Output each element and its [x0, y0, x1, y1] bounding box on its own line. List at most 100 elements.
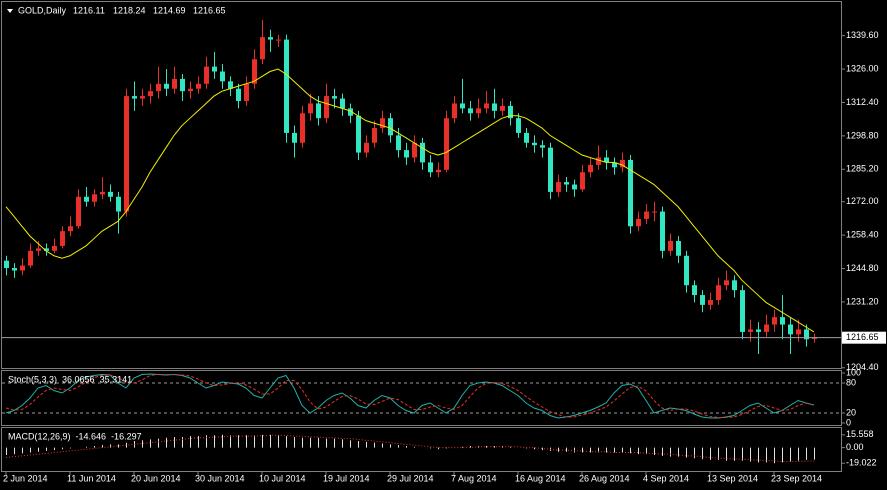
x-tick-label: 16 Aug 2014: [515, 473, 566, 483]
candle-body: [388, 118, 393, 136]
candle-body: [668, 241, 673, 251]
candle-body: [764, 324, 769, 332]
candle-body: [124, 96, 129, 212]
candle-body: [132, 96, 137, 99]
x-tick-label: 10 Jul 2014: [259, 473, 306, 483]
candle-body: [420, 142, 425, 163]
candle-body: [772, 317, 777, 325]
candle-body: [332, 96, 337, 99]
stoch-line: [5, 374, 815, 418]
candle-body: [380, 118, 385, 129]
y-tick-label: 1326.00: [846, 63, 879, 73]
candle-body: [148, 91, 153, 97]
candle-body: [604, 157, 609, 163]
candle-body: [12, 268, 17, 271]
candle-body: [452, 103, 457, 119]
y-tick-label: 80: [846, 377, 856, 387]
candle-body: [308, 103, 313, 114]
candle-body: [36, 248, 41, 251]
candle-body: [572, 184, 577, 190]
candle-body: [212, 66, 217, 72]
candle-body: [700, 295, 705, 305]
candle-body: [804, 329, 809, 340]
candle-body: [372, 128, 377, 143]
candle-body: [20, 265, 25, 271]
macd-panel: [1, 427, 842, 472]
candle-body: [796, 329, 801, 335]
y-tick-label: 1204.40: [846, 362, 879, 372]
x-tick-label: 20 Jun 2014: [131, 473, 181, 483]
candle-body: [228, 81, 233, 89]
candle-body: [268, 37, 273, 40]
candle-body: [108, 191, 113, 197]
header-low: 1214.69: [153, 5, 186, 15]
candle-body: [588, 164, 593, 173]
x-tick-label: 30 Jun 2014: [195, 473, 245, 483]
candle-body: [28, 250, 33, 266]
candle-body: [324, 96, 329, 119]
candle-body: [100, 191, 105, 195]
candle-body: [644, 211, 649, 219]
candle-body: [628, 159, 633, 227]
candle-body: [340, 98, 345, 109]
y-tick-label: -19.022: [846, 458, 877, 468]
candle-body: [204, 66, 209, 84]
candle-body: [44, 248, 49, 251]
x-tick-label: 2 Jun 2014: [3, 473, 48, 483]
candle-body: [236, 88, 241, 101]
candle-body: [428, 162, 433, 173]
indicator-value: -14.646: [76, 431, 107, 441]
stoch-line: [5, 373, 815, 419]
candle-body: [780, 317, 785, 325]
main-panel: [1, 1, 842, 369]
candle-body: [404, 150, 409, 158]
candle-body: [692, 285, 697, 296]
price-tag-label: 1216.65: [846, 332, 879, 342]
candle-body: [580, 172, 585, 190]
y-tick-label: 1258.40: [846, 229, 879, 239]
y-tick-label: 1272.00: [846, 196, 879, 206]
candle-body: [156, 83, 161, 92]
plot-layer: 1339.60 1326.00 1312.40 1298.80 1285.20 1272.…: [2, 19, 886, 483]
candle-body: [564, 182, 569, 185]
header-close: 1216.65: [193, 5, 226, 15]
candle-body: [660, 211, 665, 251]
indicator-value: 35.3141: [100, 374, 133, 384]
candle-body: [540, 145, 545, 148]
candle-body: [316, 103, 321, 119]
y-tick-label: 1285.20: [846, 164, 879, 174]
candle-body: [636, 218, 641, 227]
candle-body: [412, 142, 417, 158]
y-tick-label: 0.00: [846, 442, 864, 452]
y-tick-label: 1312.40: [846, 97, 879, 107]
candle-body: [356, 115, 361, 153]
indicator-value: 36.0656: [62, 374, 95, 384]
y-tick-label: 0: [846, 417, 851, 427]
candle-body: [444, 118, 449, 170]
candle-body: [524, 132, 529, 143]
candle-body: [724, 280, 729, 286]
y-tick-label: 1298.80: [846, 130, 879, 140]
candle-body: [596, 157, 601, 165]
candle-body: [676, 241, 681, 256]
candle-body: [476, 108, 481, 114]
candle-body: [468, 108, 473, 114]
candle-body: [276, 39, 281, 41]
candle-body: [516, 118, 521, 133]
candle-body: [252, 59, 257, 84]
candle-body: [60, 231, 65, 246]
candle-body: [436, 169, 441, 173]
candle-body: [140, 96, 145, 99]
candle-body: [348, 108, 353, 116]
indicator-title: MACD(12,26,9): [8, 431, 71, 441]
candle-body: [756, 329, 761, 332]
candle-body: [260, 37, 265, 60]
symbol-menu-icon[interactable]: [7, 9, 13, 13]
x-tick-label: 4 Sep 2014: [643, 473, 689, 483]
candle-body: [284, 39, 289, 133]
candle-body: [484, 103, 489, 109]
candle-body: [748, 329, 753, 332]
candle-body: [812, 337, 817, 340]
